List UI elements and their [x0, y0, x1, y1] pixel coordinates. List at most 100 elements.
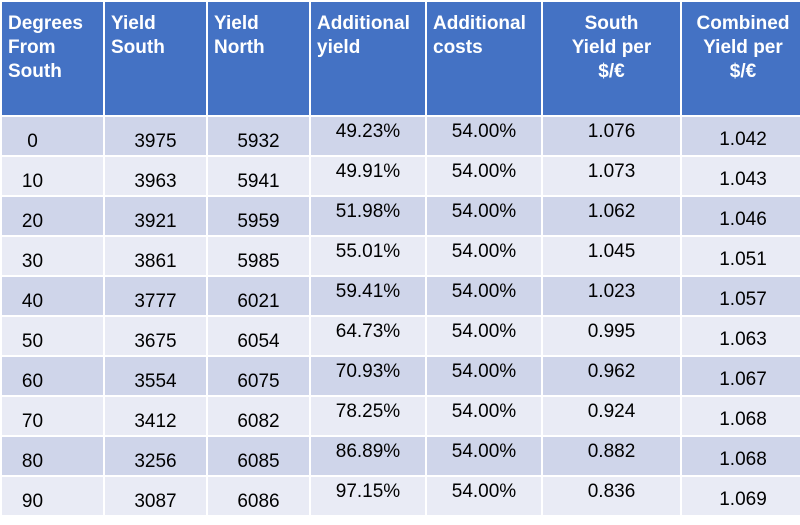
cell-south-yield-per: 0.882 — [543, 437, 680, 475]
header-line: Yield — [214, 13, 259, 34]
cell-south-yield-per-value: 1.023 — [587, 281, 636, 302]
cell-south-yield-per: 1.073 — [543, 157, 680, 195]
header-line: Additional — [317, 13, 410, 34]
cell-yield-north: 5959 — [208, 197, 309, 235]
header-line: Yield per — [571, 37, 652, 58]
cell-combined-yield-per-value: 1.046 — [719, 209, 767, 230]
cell-yield-north-value: 6075 — [237, 371, 280, 392]
header-additional-yield: Additional yield — [311, 2, 425, 115]
cell-additional-yield-value: 51.98% — [335, 201, 401, 222]
cell-additional-yield-value: 86.89% — [335, 441, 401, 462]
cell-degrees-value: 70 — [21, 411, 44, 432]
header-yield-south: Yield South — [105, 2, 206, 115]
cell-yield-south: 3554 — [105, 357, 206, 395]
cell-degrees-value: 80 — [21, 451, 44, 472]
cell-south-yield-per: 1.023 — [543, 277, 680, 315]
cell-yield-north: 6082 — [208, 397, 309, 435]
cell-additional-costs: 54.00% — [427, 437, 541, 475]
cell-yield-south-value: 3554 — [134, 371, 177, 392]
table-row: 30 3861 5985 55.01% 54.00% 1.045 1.051 — [2, 237, 800, 275]
cell-yield-south-value: 3412 — [134, 411, 177, 432]
cell-combined-yield-per-value: 1.068 — [719, 449, 767, 470]
cell-combined-yield-per: 1.051 — [682, 237, 800, 275]
cell-yield-north: 6021 — [208, 277, 309, 315]
cell-yield-south-value: 3861 — [134, 251, 177, 272]
cell-additional-costs-value: 54.00% — [451, 361, 517, 382]
cell-additional-costs-value: 54.00% — [451, 161, 517, 182]
cell-degrees: 90 — [2, 477, 103, 515]
cell-combined-yield-per: 1.046 — [682, 197, 800, 235]
cell-degrees: 70 — [2, 397, 103, 435]
cell-yield-south: 3975 — [105, 117, 206, 155]
cell-south-yield-per-value: 1.045 — [587, 241, 636, 262]
cell-combined-yield-per-value: 1.042 — [719, 129, 767, 150]
cell-combined-yield-per: 1.057 — [682, 277, 800, 315]
cell-yield-south-value: 3256 — [134, 451, 177, 472]
cell-degrees: 60 — [2, 357, 103, 395]
cell-additional-yield-value: 78.25% — [335, 401, 401, 422]
cell-degrees: 50 — [2, 317, 103, 355]
cell-yield-north: 5985 — [208, 237, 309, 275]
cell-additional-yield-value: 70.93% — [335, 361, 401, 382]
table-body: 0 3975 5932 49.23% 54.00% 1.076 1.042 10 3963 594… — [2, 117, 800, 515]
header-degrees-from-south: Degrees From South — [2, 2, 103, 115]
cell-yield-south: 3921 — [105, 197, 206, 235]
cell-south-yield-per-value: 1.076 — [587, 121, 636, 142]
cell-degrees: 80 — [2, 437, 103, 475]
cell-south-yield-per-value: 0.995 — [587, 321, 636, 342]
cell-south-yield-per: 1.076 — [543, 117, 680, 155]
cell-additional-costs: 54.00% — [427, 157, 541, 195]
cell-additional-costs: 54.00% — [427, 237, 541, 275]
cell-combined-yield-per-value: 1.043 — [719, 169, 767, 190]
header-line: yield — [317, 37, 361, 58]
cell-south-yield-per: 1.045 — [543, 237, 680, 275]
cell-yield-south: 3675 — [105, 317, 206, 355]
cell-yield-north-value: 5985 — [237, 251, 280, 272]
cell-additional-costs: 54.00% — [427, 277, 541, 315]
cell-degrees-value: 40 — [21, 291, 44, 312]
cell-yield-north-value: 6021 — [237, 291, 280, 312]
cell-degrees: 30 — [2, 237, 103, 275]
cell-combined-yield-per-value: 1.057 — [719, 289, 767, 310]
table-row: 60 3554 6075 70.93% 54.00% 0.962 1.067 — [2, 357, 800, 395]
table-row: 20 3921 5959 51.98% 54.00% 1.062 1.046 — [2, 197, 800, 235]
cell-additional-yield-value: 49.23% — [335, 121, 401, 142]
table-row: 90 3087 6086 97.15% 54.00% 0.836 1.069 — [2, 477, 800, 515]
cell-yield-south: 3256 — [105, 437, 206, 475]
cell-yield-north-value: 6085 — [237, 451, 280, 472]
cell-yield-south-value: 3087 — [134, 491, 177, 512]
header-line: South — [111, 37, 165, 58]
cell-yield-south: 3087 — [105, 477, 206, 515]
cell-yield-north-value: 6082 — [237, 411, 280, 432]
header-line: North — [214, 37, 265, 58]
cell-combined-yield-per: 1.069 — [682, 477, 800, 515]
cell-combined-yield-per: 1.068 — [682, 437, 800, 475]
cell-additional-costs: 54.00% — [427, 117, 541, 155]
cell-additional-costs-value: 54.00% — [451, 401, 517, 422]
table-header: Degrees From South Yield South Yield North Addi… — [2, 2, 800, 115]
cell-combined-yield-per-value: 1.051 — [719, 249, 767, 270]
cell-additional-yield: 78.25% — [311, 397, 425, 435]
header-line: Additional — [433, 13, 526, 34]
cell-degrees-value: 30 — [21, 251, 44, 272]
cell-additional-costs-value: 54.00% — [451, 441, 517, 462]
header-row: Degrees From South Yield South Yield North Addi… — [2, 2, 800, 115]
cell-south-yield-per-value: 1.062 — [587, 201, 636, 222]
table-row: 80 3256 6085 86.89% 54.00% 0.882 1.068 — [2, 437, 800, 475]
cell-additional-yield: 51.98% — [311, 197, 425, 235]
cell-degrees: 40 — [2, 277, 103, 315]
cell-additional-costs-value: 54.00% — [451, 481, 517, 502]
table-row: 70 3412 6082 78.25% 54.00% 0.924 1.068 — [2, 397, 800, 435]
cell-additional-costs: 54.00% — [427, 477, 541, 515]
header-line: $/€ — [729, 61, 757, 82]
header-additional-costs: Additional costs — [427, 2, 541, 115]
cell-additional-yield-value: 55.01% — [335, 241, 401, 262]
cell-south-yield-per: 0.836 — [543, 477, 680, 515]
cell-additional-costs-value: 54.00% — [451, 201, 517, 222]
cell-south-yield-per-value: 1.073 — [587, 161, 636, 182]
cell-degrees-value: 60 — [21, 371, 44, 392]
cell-additional-costs: 54.00% — [427, 397, 541, 435]
cell-degrees-value: 20 — [21, 211, 44, 232]
header-line: Yield per — [703, 37, 783, 58]
cell-degrees-value: 0 — [27, 131, 38, 152]
